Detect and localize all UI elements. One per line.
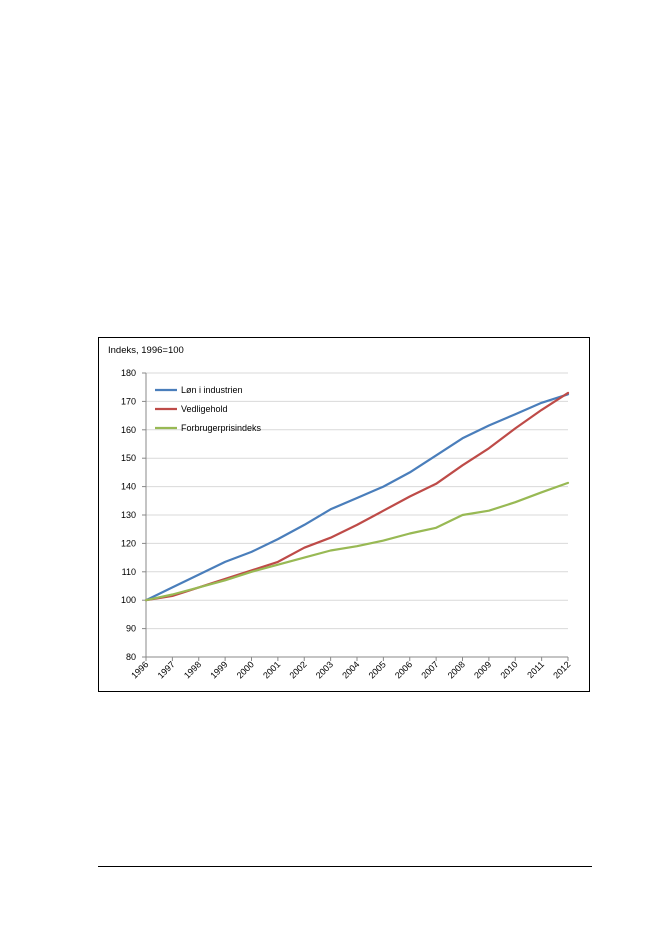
legend-label-3: Forbrugerprisindeks — [181, 423, 262, 433]
y-tick-label: 180 — [121, 368, 136, 378]
x-tick-label: 2000 — [235, 659, 256, 680]
x-tick-label: 2003 — [314, 659, 335, 680]
y-tick-label: 150 — [121, 453, 136, 463]
x-tick-label: 2006 — [393, 659, 414, 680]
x-tick-label: 2011 — [525, 659, 546, 680]
series-line-3 — [144, 481, 570, 602]
x-tick-label: 2009 — [472, 659, 493, 680]
y-tick-label: 90 — [126, 624, 136, 634]
footer-divider — [98, 866, 592, 867]
y-tick-label: 140 — [121, 482, 136, 492]
series-lines — [144, 391, 570, 602]
x-tick-label: 1998 — [182, 659, 203, 680]
x-tick-label: 2001 — [261, 659, 282, 680]
x-tick-label: 1999 — [208, 659, 229, 680]
y-tick-label: 100 — [121, 595, 136, 605]
x-tick-label: 1997 — [156, 659, 177, 680]
legend-label-1: Løn i industrien — [181, 385, 243, 395]
x-tick-label: 2007 — [419, 659, 440, 680]
x-tick-label: 2010 — [498, 659, 519, 680]
line-chart: Indeks, 1996=100 80 90 100 110 120 130 140 150 1… — [108, 345, 572, 681]
y-tick-label: 130 — [121, 510, 136, 520]
legend-label-2: Vedligehold — [181, 404, 228, 414]
x-tick-label: 2004 — [340, 659, 361, 680]
y-tick-label: 160 — [121, 425, 136, 435]
y-tick-label: 120 — [121, 538, 136, 548]
x-tick-label: 1996 — [129, 659, 150, 680]
legend: Løn i industrien Vedligehold Forbrugerpris… — [155, 385, 262, 433]
gridlines — [146, 372, 568, 630]
x-tick-label: 2008 — [446, 659, 467, 680]
y-tick-label: 170 — [121, 396, 136, 406]
chart-title: Indeks, 1996=100 — [108, 345, 184, 356]
chart-container: Indeks, 1996=100 80 90 100 110 120 130 140 150 1… — [98, 337, 590, 692]
x-tick-label: 2005 — [367, 659, 388, 680]
x-tick-label: 2002 — [287, 659, 308, 680]
series-line-1 — [144, 393, 570, 602]
y-tick-label: 80 — [126, 652, 136, 662]
y-tick-label: 110 — [122, 567, 136, 577]
x-tick-label: 2012 — [551, 659, 572, 680]
